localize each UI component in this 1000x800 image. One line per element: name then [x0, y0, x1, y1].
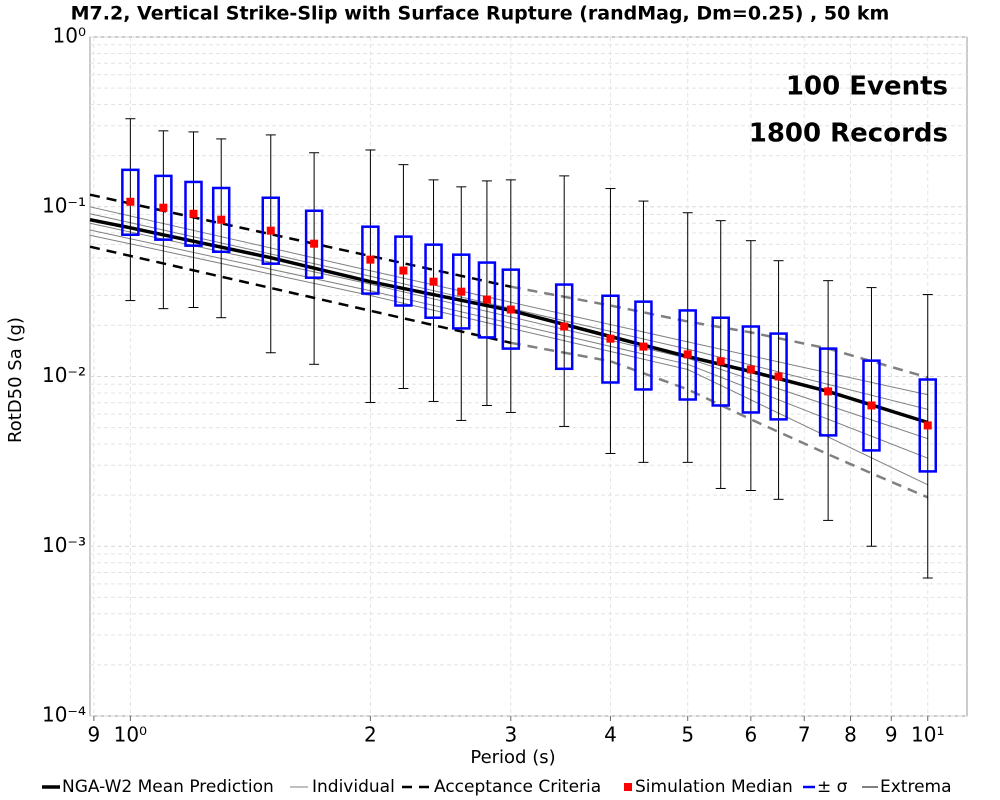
median-marker — [506, 305, 515, 314]
median-marker — [429, 277, 438, 286]
x-tick-label: 7 — [798, 723, 811, 747]
x-tick-label: 9 — [88, 723, 101, 747]
x-tick-label: 3 — [504, 723, 517, 747]
median-marker — [716, 357, 725, 366]
x-tick-label: 2 — [364, 723, 377, 747]
sigma-box — [678, 309, 697, 401]
y-axis-label: RotD50 Sa (g) — [5, 317, 26, 443]
x-tick-label: 8 — [844, 723, 857, 747]
x-tick-label: 9 — [885, 723, 898, 747]
median-marker — [824, 387, 833, 396]
individual-line — [89, 234, 929, 486]
individual-line — [89, 229, 928, 459]
acceptance-line — [89, 245, 512, 345]
median-marker — [126, 197, 135, 206]
median-marker — [266, 226, 275, 235]
x-tick-label: 6 — [744, 723, 757, 747]
x-tick-label: 5 — [681, 723, 694, 747]
sigma-box — [154, 174, 173, 241]
sigma-box — [477, 261, 497, 339]
legend-label: Individual — [312, 777, 395, 797]
median-marker — [746, 365, 755, 374]
sigma-box — [554, 283, 574, 371]
y-tick-label: 10⁻² — [42, 363, 86, 387]
sigma-box — [918, 378, 938, 473]
sigma-box — [818, 347, 838, 437]
x-axis-label: Period (s) — [470, 747, 555, 768]
median-marker — [606, 334, 615, 343]
median-marker — [310, 239, 319, 248]
y-tick-label: 10⁰ — [53, 24, 86, 48]
sigma-box — [394, 235, 413, 307]
sigma-box — [184, 180, 203, 247]
median-marker — [159, 203, 168, 212]
sigma-box — [711, 316, 730, 407]
sigma-box — [361, 225, 380, 295]
median-marker — [867, 401, 876, 410]
legend-label: Simulation Median — [635, 777, 793, 797]
sigma-box — [121, 168, 140, 236]
median-marker — [457, 287, 466, 296]
legend-label: NGA-W2 Mean Prediction — [62, 777, 274, 797]
sigma-box — [769, 332, 788, 421]
median-marker — [774, 372, 783, 381]
median-marker — [560, 322, 569, 331]
x-tick-label: 10¹ — [911, 723, 944, 747]
individual-line — [89, 222, 928, 440]
median-marker — [217, 215, 226, 224]
median-marker — [399, 266, 408, 275]
sigma-box — [862, 359, 881, 452]
chart-title: M7.2, Vertical Strike-Slip with Surface … — [71, 3, 890, 25]
median-marker — [366, 255, 375, 264]
sigma-box — [501, 268, 521, 350]
sigma-box — [304, 209, 324, 279]
median-marker — [639, 342, 648, 351]
median-marker — [683, 350, 692, 359]
legend-swatch — [624, 783, 632, 791]
median-marker — [482, 295, 491, 304]
sigma-box — [634, 300, 653, 391]
y-tick-label: 10⁻¹ — [42, 193, 86, 217]
x-tick-label: 4 — [604, 723, 617, 747]
sigma-box — [211, 186, 231, 254]
y-tick-label: 10⁻³ — [42, 533, 86, 557]
annotation: 1800 Records — [749, 119, 948, 149]
sigma-box — [424, 243, 443, 319]
median-marker — [189, 209, 198, 218]
sigma-box — [741, 325, 761, 414]
y-tick-label: 10⁻⁴ — [42, 703, 86, 727]
sigma-box — [601, 294, 620, 384]
legend-label: Acceptance Criteria — [434, 777, 601, 797]
legend-label: Extrema — [880, 777, 952, 797]
median-marker — [923, 421, 932, 430]
sigma-box — [452, 253, 471, 330]
sigma-box — [261, 196, 281, 265]
x-tick-label: 10⁰ — [114, 723, 147, 747]
annotation: 100 Events — [786, 72, 948, 102]
legend-label: ± σ — [817, 777, 848, 797]
